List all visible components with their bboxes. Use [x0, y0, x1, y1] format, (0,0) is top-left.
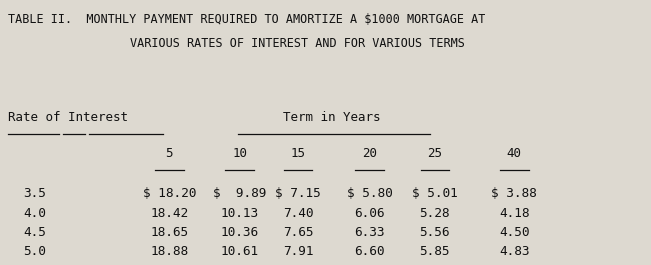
Text: 4.0: 4.0 [23, 207, 46, 220]
Text: $  9.89: $ 9.89 [213, 187, 266, 200]
Text: 4.5: 4.5 [23, 226, 46, 239]
Text: 10.13: 10.13 [221, 207, 258, 220]
Text: 8.17: 8.17 [283, 264, 313, 265]
Text: $ 3.88: $ 3.88 [492, 187, 537, 200]
Text: 5.5: 5.5 [23, 264, 46, 265]
Text: 18.42: 18.42 [150, 207, 188, 220]
Text: $ 7.15: $ 7.15 [275, 187, 321, 200]
Text: Rate of Interest: Rate of Interest [8, 111, 128, 124]
Text: 5: 5 [165, 147, 173, 160]
Text: 10.85: 10.85 [221, 264, 258, 265]
Text: 6.60: 6.60 [355, 245, 385, 258]
Text: 5.28: 5.28 [420, 207, 450, 220]
Text: 19.11: 19.11 [150, 264, 188, 265]
Text: 10: 10 [232, 147, 247, 160]
Text: 4.83: 4.83 [499, 245, 529, 258]
Text: 4.50: 4.50 [499, 226, 529, 239]
Text: 20: 20 [362, 147, 378, 160]
Text: $ 5.01: $ 5.01 [412, 187, 458, 200]
Text: 15: 15 [290, 147, 306, 160]
Text: 6.14: 6.14 [420, 264, 450, 265]
Text: 6.06: 6.06 [355, 207, 385, 220]
Text: 10.36: 10.36 [221, 226, 258, 239]
Text: 18.65: 18.65 [150, 226, 188, 239]
Text: Term in Years: Term in Years [283, 111, 381, 124]
Text: 18.88: 18.88 [150, 245, 188, 258]
Text: 3.5: 3.5 [23, 187, 46, 200]
Text: TABLE II.  MONTHLY PAYMENT REQUIRED TO AMORTIZE A $1000 MORTGAGE AT: TABLE II. MONTHLY PAYMENT REQUIRED TO AM… [8, 13, 486, 26]
Text: 40: 40 [506, 147, 522, 160]
Text: 5.56: 5.56 [420, 226, 450, 239]
Text: $ 5.80: $ 5.80 [347, 187, 393, 200]
Text: 6.88: 6.88 [355, 264, 385, 265]
Text: 6.33: 6.33 [355, 226, 385, 239]
Text: 7.65: 7.65 [283, 226, 313, 239]
Text: 5.0: 5.0 [23, 245, 46, 258]
Text: $ 18.20: $ 18.20 [143, 187, 196, 200]
Text: 10.61: 10.61 [221, 245, 258, 258]
Text: 7.91: 7.91 [283, 245, 313, 258]
Text: VARIOUS RATES OF INTEREST AND FOR VARIOUS TERMS: VARIOUS RATES OF INTEREST AND FOR VARIOU… [130, 37, 465, 50]
Text: 5.16: 5.16 [499, 264, 529, 265]
Text: 5.85: 5.85 [420, 245, 450, 258]
Text: 4.18: 4.18 [499, 207, 529, 220]
Text: 25: 25 [427, 147, 443, 160]
Text: 7.40: 7.40 [283, 207, 313, 220]
